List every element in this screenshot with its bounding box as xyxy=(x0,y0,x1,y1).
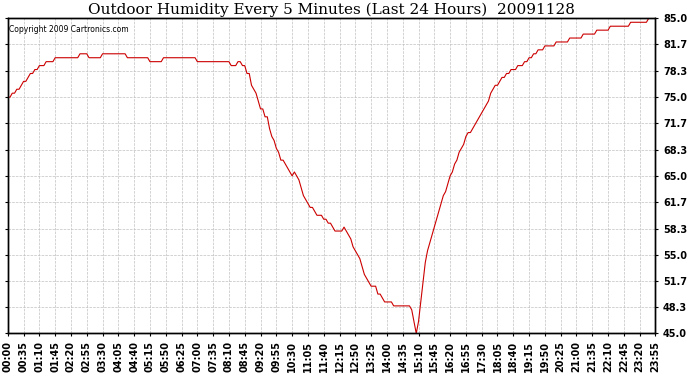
Title: Outdoor Humidity Every 5 Minutes (Last 24 Hours)  20091128: Outdoor Humidity Every 5 Minutes (Last 2… xyxy=(88,3,575,17)
Text: Copyright 2009 Cartronics.com: Copyright 2009 Cartronics.com xyxy=(9,25,129,34)
